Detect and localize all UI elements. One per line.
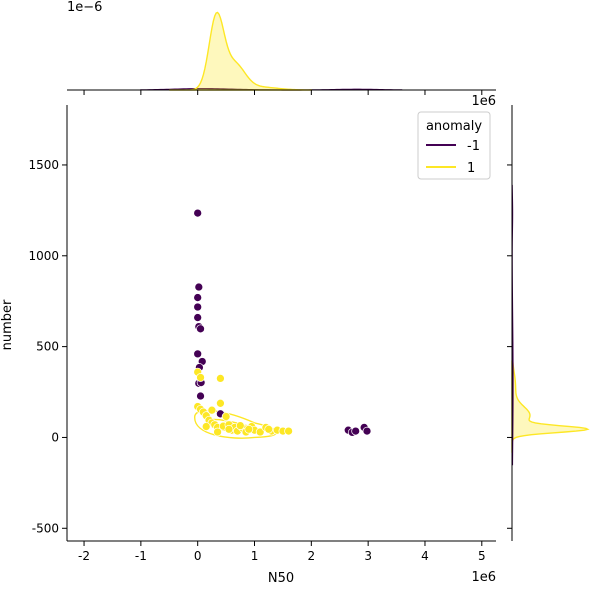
legend-title: anomaly (426, 119, 482, 134)
y-axis-ticks: -500 0 500 1000 1500 (28, 158, 67, 535)
data-point-anomaly-negative (196, 324, 205, 334)
y-tick-label: 500 (36, 340, 59, 354)
right-marginal-y-ticks (507, 164, 512, 529)
y-tick-label: 1500 (28, 158, 59, 172)
data-point-anomaly-positive (221, 412, 231, 421)
x-tick-label: 4 (421, 549, 429, 563)
y-axis-offset-text: 1e6 (471, 94, 496, 109)
x-tick-label: 1 (251, 549, 259, 563)
right-marginal-kde-positive (511, 360, 590, 453)
data-point-anomaly-positive (213, 427, 222, 437)
main-axes: -2 -1 0 1 2 3 4 5 -500 0 500 1000 1500 N50 number 1… (0, 94, 496, 586)
data-point-anomaly-positive (255, 427, 265, 437)
x-axis-label: N50 (268, 571, 294, 586)
y-axis-label: number (0, 299, 15, 350)
data-point-anomaly-positive (284, 426, 293, 436)
data-point-anomaly-positive (207, 405, 217, 415)
y-tick-label: -500 (32, 521, 59, 535)
top-marginal-offset-text: 1e−6 (67, 0, 102, 15)
data-point-anomaly-negative (351, 426, 361, 436)
x-tick-label: -1 (135, 549, 147, 563)
y-tick-label: 1000 (28, 249, 59, 263)
y-tick-label: 0 (51, 430, 59, 444)
data-point-anomaly-negative (193, 313, 203, 322)
data-point-anomaly-negative (193, 302, 203, 312)
top-marginal-kde-positive (169, 11, 313, 91)
data-point-anomaly-positive (235, 421, 245, 430)
x-tick-label: -2 (78, 549, 90, 563)
data-point-anomaly-positive (224, 424, 234, 434)
x-tick-label: 3 (364, 549, 372, 563)
x-axis-ticks: -2 -1 0 1 2 3 4 5 (78, 541, 486, 563)
data-point-anomaly-negative (193, 349, 203, 359)
legend: anomaly -1 1 (417, 111, 491, 180)
data-point-anomaly-positive (216, 398, 225, 408)
scatter-points (193, 208, 372, 437)
x-tick-label: 2 (308, 549, 316, 563)
top-marginal-x-ticks (83, 90, 483, 95)
data-point-anomaly-negative (193, 208, 203, 218)
data-point-anomaly-positive (201, 422, 211, 431)
data-point-anomaly-positive (244, 424, 254, 434)
data-point-anomaly-positive (196, 373, 205, 382)
data-point-anomaly-positive (264, 424, 274, 434)
x-tick-label: 0 (194, 549, 202, 563)
data-point-anomaly-negative (196, 391, 205, 401)
legend-label-negative: -1 (467, 139, 480, 154)
legend-label-positive: 1 (467, 161, 475, 176)
data-point-anomaly-negative (193, 293, 203, 302)
x-axis-offset-text: 1e6 (471, 570, 496, 585)
data-point-anomaly-negative (362, 426, 372, 436)
data-point-anomaly-positive (216, 374, 225, 383)
x-tick-label: 5 (478, 549, 486, 563)
right-marginal (507, 105, 590, 541)
data-point-anomaly-negative (194, 282, 204, 292)
top-marginal: 1e−6 (67, 0, 496, 95)
